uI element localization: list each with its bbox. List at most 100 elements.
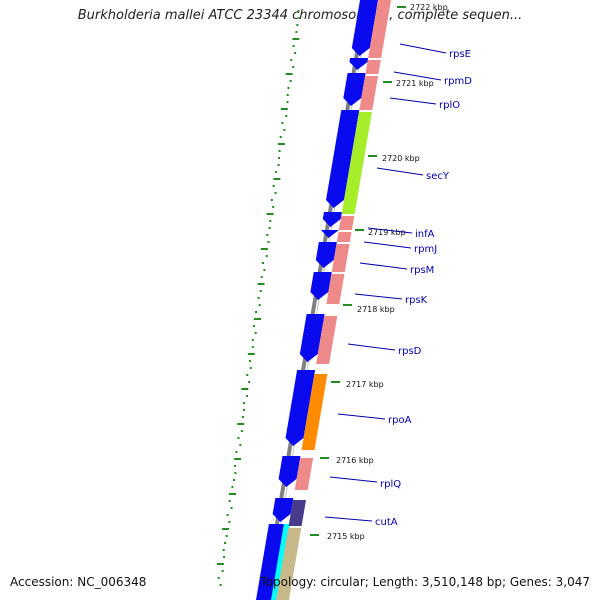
gene-label-rpoA[interactable]: rpoA	[337, 413, 412, 426]
gc-dot	[219, 584, 222, 586]
cds-feature[interactable]	[278, 456, 301, 487]
gc-dot	[277, 143, 285, 145]
gene-rplO[interactable]	[359, 76, 379, 110]
gc-dot	[253, 325, 256, 327]
gc-dot	[266, 213, 274, 215]
gc-dot	[257, 283, 265, 285]
svg-text:cutA: cutA	[375, 517, 398, 528]
gc-dot	[248, 360, 251, 362]
tick-label: 2720 kbp	[382, 154, 420, 163]
gene-label-rpmJ[interactable]: rpmJ	[363, 241, 437, 255]
cds-feature[interactable]	[256, 524, 287, 600]
topology-summary: Topology: circular; Length: 3,510,148 bp…	[260, 575, 590, 589]
gene-label-rplO[interactable]: rplO	[389, 97, 460, 111]
gc-dot	[243, 409, 246, 411]
gc-dot	[287, 87, 290, 89]
cds-feature[interactable]	[320, 230, 339, 238]
gene-label-rpmD[interactable]: rpmD	[393, 71, 472, 87]
gc-dot	[257, 297, 260, 299]
gc-dot	[286, 101, 289, 103]
gene-feature[interactable]	[276, 528, 302, 600]
cds-feature[interactable]	[322, 212, 342, 227]
gc-dot	[277, 157, 280, 159]
cds-track	[256, 0, 378, 600]
gc-dot	[275, 171, 278, 173]
gene-rpsE[interactable]	[368, 0, 391, 58]
cds-feature[interactable]	[310, 272, 332, 300]
gc-dot	[233, 465, 236, 467]
tick-2719: 2719 kbp	[355, 228, 406, 237]
cds-feature[interactable]	[351, 0, 378, 56]
gc-content-dots	[216, 10, 301, 586]
tick-label: 2718 kbp	[357, 305, 395, 314]
gc-dot	[263, 269, 266, 271]
svg-text:rpsE: rpsE	[449, 49, 471, 60]
gc-dot	[237, 437, 240, 439]
gc-dot	[292, 38, 300, 40]
gene-rpsM[interactable]	[331, 244, 350, 272]
svg-text:rpmJ: rpmJ	[414, 244, 437, 255]
tick-2716: 2716 kbp	[320, 456, 374, 465]
gene-label-rpsD[interactable]: rpsD	[347, 343, 422, 357]
gc-dot	[268, 227, 271, 229]
svg-text:rpmD: rpmD	[444, 76, 472, 87]
gene-label-rpsM[interactable]: rpsM	[359, 262, 434, 276]
gc-dot	[272, 185, 275, 187]
gene-rpsD[interactable]	[316, 316, 338, 364]
gene-rpmJ[interactable]	[336, 232, 352, 242]
gc-dot	[223, 556, 226, 558]
gene-track	[276, 0, 391, 600]
gc-dot	[261, 262, 264, 264]
gc-dot	[283, 129, 286, 131]
gc-dot	[294, 52, 297, 54]
cds-feature[interactable]	[299, 314, 325, 362]
gene-rplQ[interactable]	[294, 458, 314, 490]
gc-dot	[231, 486, 234, 488]
cds-feature[interactable]	[349, 58, 369, 70]
gc-dot	[234, 472, 237, 474]
gene-secY[interactable]	[341, 112, 372, 214]
gene-label-rpsE[interactable]: rpsE	[399, 43, 471, 60]
gc-dot	[260, 248, 268, 250]
cds-feature[interactable]	[326, 110, 360, 208]
cds-feature[interactable]	[315, 242, 337, 268]
gene-label-infA[interactable]: infA	[367, 227, 435, 240]
gene-cutA[interactable]	[288, 500, 306, 526]
gene-rpoA[interactable]	[301, 374, 328, 450]
tick-label: 2721 kbp	[396, 79, 434, 88]
gc-dot	[222, 549, 225, 551]
gene-infA[interactable]	[338, 216, 355, 230]
gc-dot	[239, 444, 242, 446]
gc-dot	[286, 94, 289, 96]
tick-2720: 2720 kbp	[368, 154, 420, 163]
gc-dot	[298, 17, 301, 19]
gc-dot	[265, 255, 268, 257]
gene-rpsK[interactable]	[326, 274, 345, 304]
gc-dot	[246, 374, 249, 376]
gc-dot	[280, 108, 288, 110]
gc-dot	[225, 535, 228, 537]
gc-dot	[270, 199, 273, 201]
gc-dot	[255, 311, 258, 313]
gc-dot	[296, 24, 299, 26]
gc-dot	[273, 178, 281, 180]
gene-label-rplQ[interactable]: rplQ	[329, 476, 401, 490]
cds-feature-cyan[interactable]	[271, 524, 290, 600]
tick-2722: 2722 kbp	[397, 3, 448, 12]
cds-feature[interactable]	[272, 498, 294, 522]
gene-label-rpsK[interactable]: rpsK	[354, 293, 428, 306]
gene-label-cutA[interactable]: cutA	[324, 516, 398, 528]
gene-label-secY[interactable]: secY	[376, 167, 450, 182]
gc-dot	[292, 45, 295, 47]
gc-dot	[228, 493, 236, 495]
svg-text:rpsM: rpsM	[410, 265, 434, 276]
cds-feature[interactable]	[285, 370, 316, 446]
gc-dot	[279, 136, 282, 138]
gene-rpmD[interactable]	[365, 60, 381, 74]
gc-dot	[289, 80, 292, 82]
gc-dot	[248, 381, 251, 383]
gc-dot	[277, 164, 280, 166]
cds-feature[interactable]	[343, 73, 366, 106]
gc-dot	[251, 339, 254, 341]
